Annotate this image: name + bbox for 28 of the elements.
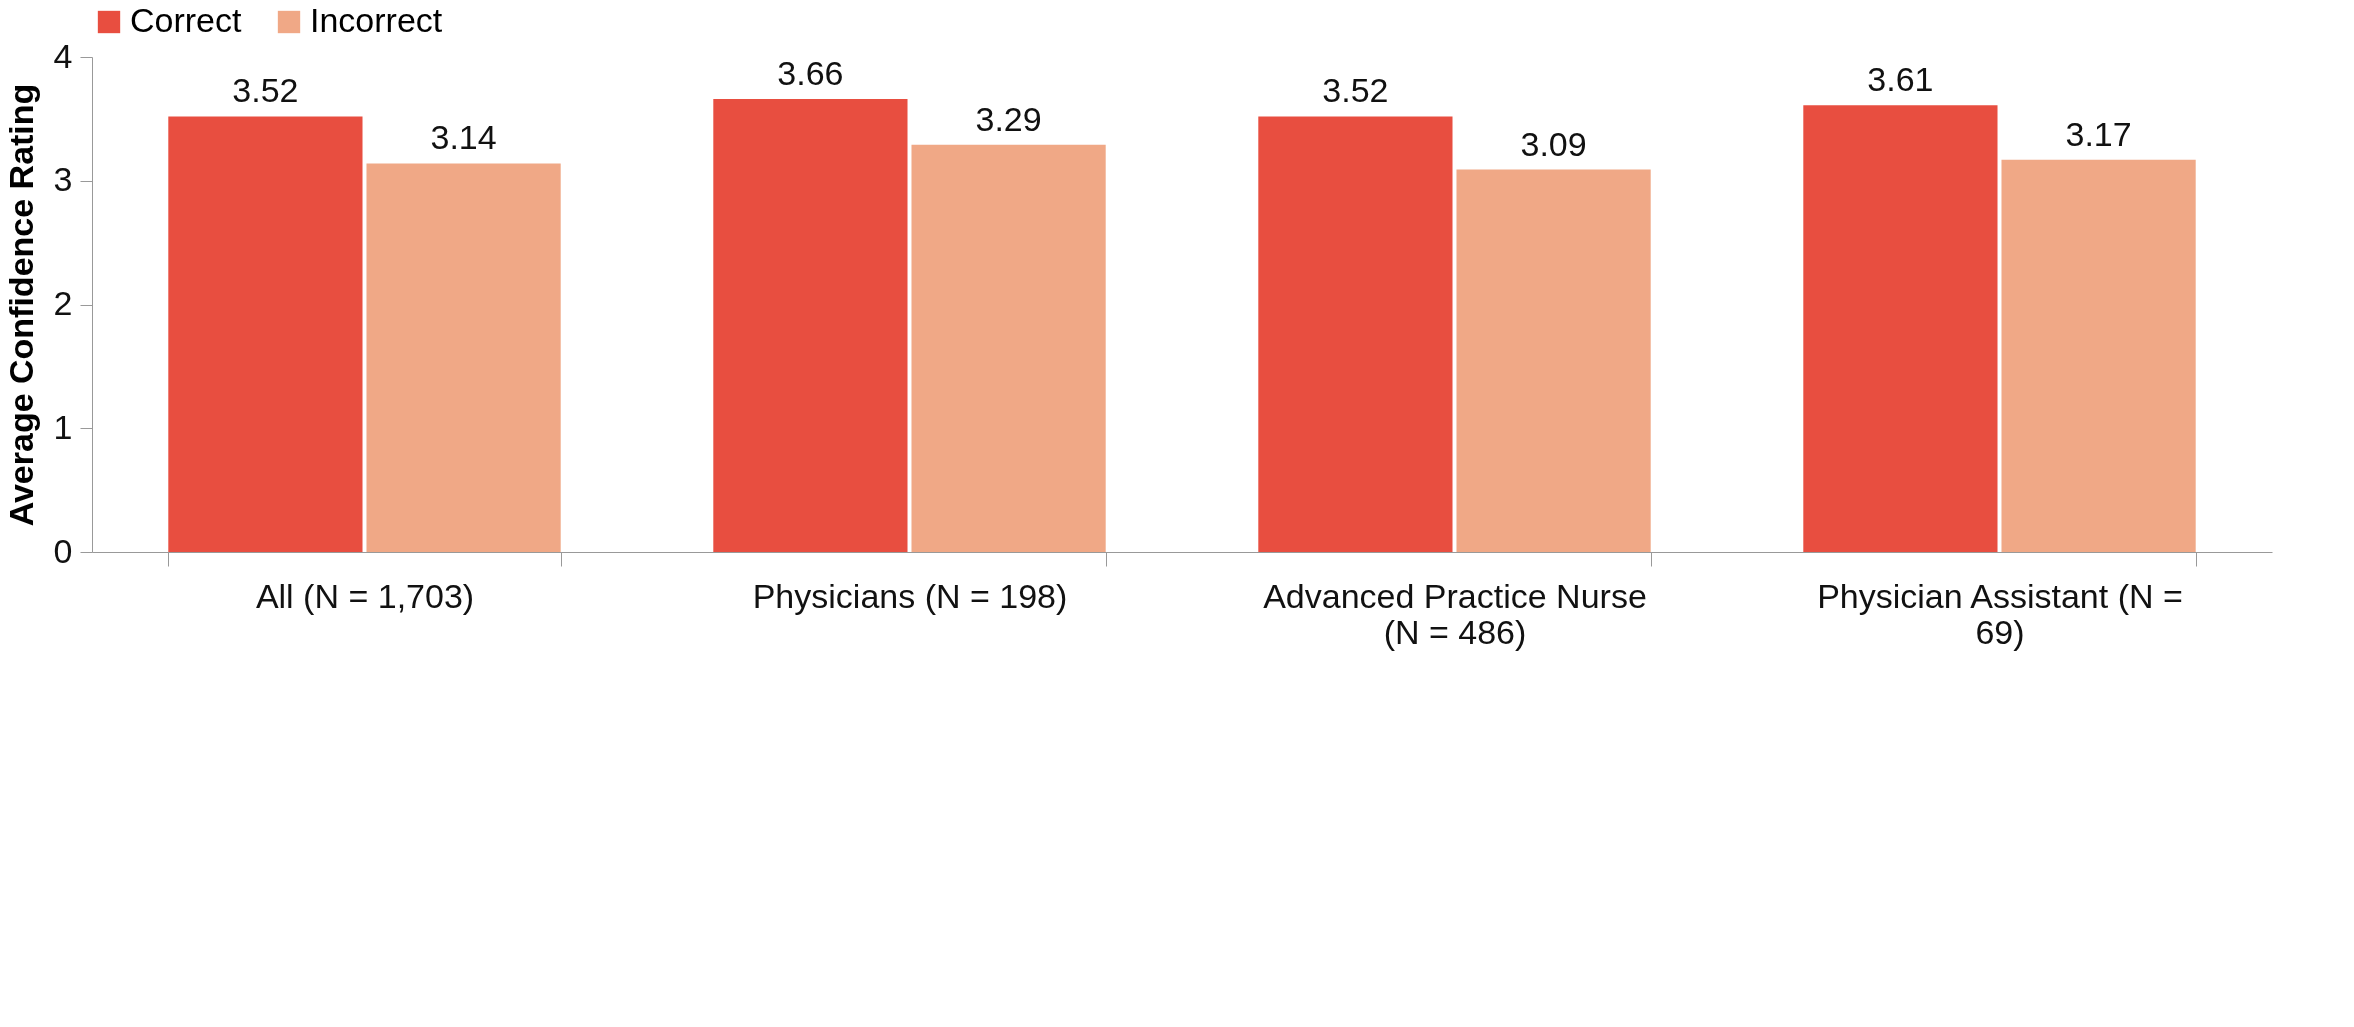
bar bbox=[168, 116, 363, 552]
x-tick-label: Advanced Practice Nurse (N = 486) bbox=[1263, 576, 1647, 651]
data-label: 3.66 bbox=[777, 54, 844, 93]
data-label: 3.61 bbox=[1867, 60, 1934, 99]
legend-label: Correct bbox=[130, 1, 243, 39]
x-tick-label: Physician Assistant (N = 69) bbox=[1817, 576, 2183, 651]
legend-label: Incorrect bbox=[310, 1, 443, 39]
y-axis-title: Average Confidence Rating bbox=[1, 83, 40, 527]
data-label: 3.29 bbox=[975, 99, 1042, 138]
bar bbox=[366, 163, 561, 552]
y-tick-label: 1 bbox=[53, 407, 73, 446]
bar bbox=[911, 144, 1106, 552]
data-label: 3.52 bbox=[1322, 71, 1389, 110]
bar bbox=[2001, 159, 2196, 552]
x-tick-label: Physicians (N = 198) bbox=[752, 576, 1068, 615]
bar bbox=[713, 99, 908, 552]
data-label: 3.17 bbox=[2065, 114, 2132, 153]
data-label: 3.09 bbox=[1520, 124, 1587, 163]
y-tick-label: 2 bbox=[53, 284, 73, 322]
y-tick-label: 0 bbox=[53, 531, 73, 570]
bar bbox=[1803, 105, 1998, 552]
y-tick-label: 3 bbox=[53, 160, 73, 199]
bar bbox=[1258, 116, 1453, 552]
data-label: 3.52 bbox=[232, 71, 299, 110]
x-tick-label: All (N = 1,703) bbox=[255, 576, 475, 615]
bar bbox=[1456, 169, 1651, 552]
y-tick-label: 4 bbox=[53, 36, 73, 75]
data-label: 3.14 bbox=[430, 118, 497, 157]
